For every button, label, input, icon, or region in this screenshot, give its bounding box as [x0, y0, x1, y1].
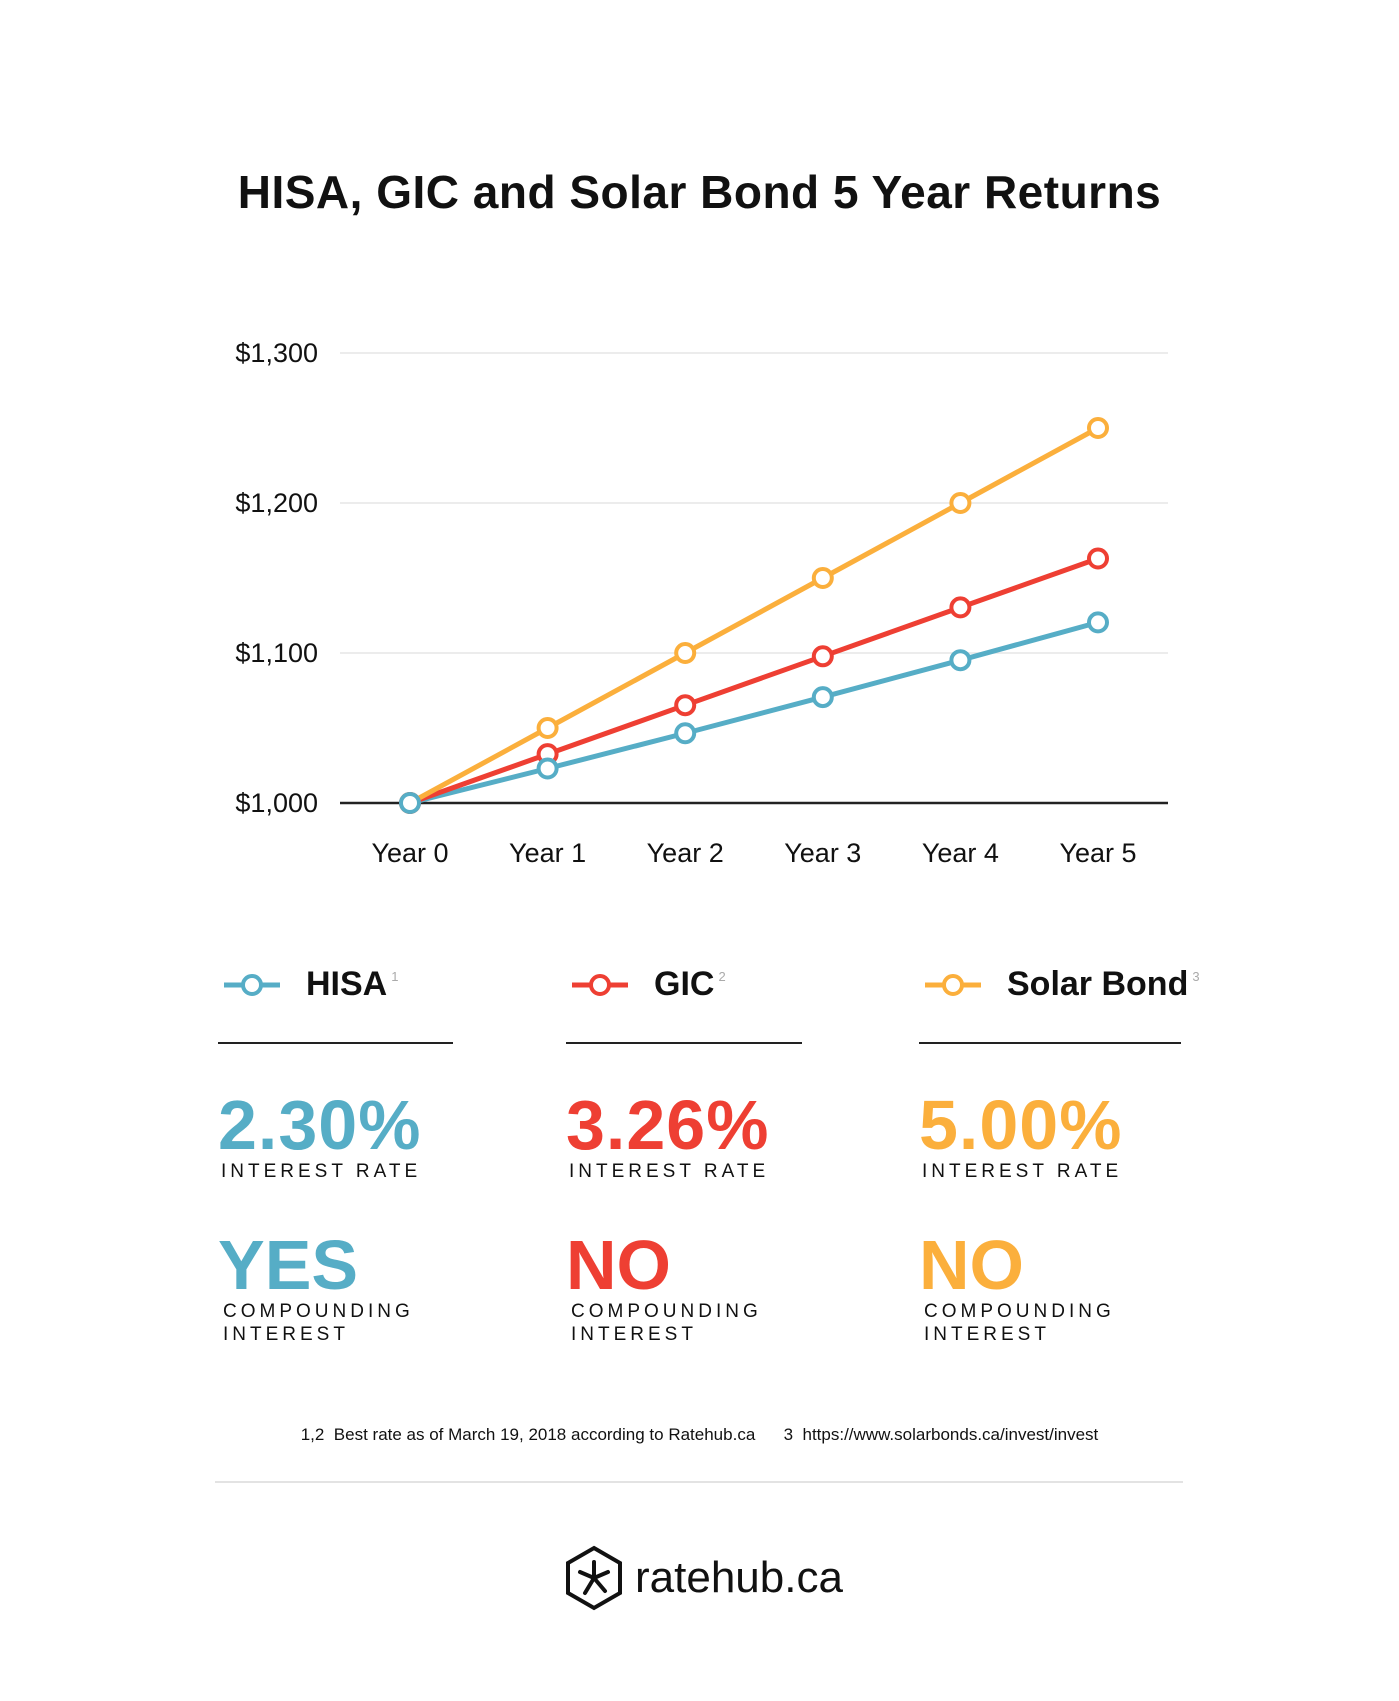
data-point-solar-bond	[1087, 417, 1109, 439]
legend-marker-icon	[572, 973, 628, 996]
compounding-value: NO	[566, 1226, 671, 1304]
y-tick-label: $1,300	[235, 338, 318, 368]
interest-rate-label: INTEREST RATE	[569, 1161, 770, 1182]
data-point-gic	[949, 596, 972, 619]
data-point-solar-bond	[811, 567, 834, 589]
y-tick-label: $1,200	[235, 488, 318, 518]
legend-item: GIC 2	[570, 965, 726, 1004]
compounding-label: COMPOUNDING	[571, 1301, 762, 1322]
legend-marker-icon	[224, 973, 280, 996]
data-point-hisa	[1087, 611, 1109, 634]
legend-label: Solar Bond	[1007, 965, 1189, 1003]
x-tick-label: Year 0	[371, 838, 448, 868]
footnote: 1,2 Best rate as of March 19, 2018 accor…	[300, 1425, 1099, 1444]
data-point-hisa	[949, 649, 972, 672]
compounding-label: INTEREST	[924, 1324, 1050, 1345]
x-tick-label: Year 3	[784, 838, 861, 868]
legend-label: GIC	[654, 965, 715, 1003]
data-point-solar-bond	[536, 717, 559, 739]
data-point-gic	[674, 694, 697, 717]
series-line-gic	[409, 556, 1099, 806]
legend-item: HISA 1	[222, 965, 398, 1004]
compounding-label: INTEREST	[571, 1324, 697, 1345]
compounding-label: INTEREST	[223, 1324, 349, 1345]
interest-rate-label: INTEREST RATE	[922, 1161, 1123, 1182]
footnote-marker: 3	[1192, 969, 1200, 984]
hexagon-asterisk-icon	[566, 1545, 622, 1611]
data-point-hisa	[399, 792, 421, 814]
series-line-solar-bond	[408, 425, 1100, 806]
divider	[919, 1042, 1181, 1044]
data-point-solar-bond	[949, 492, 972, 514]
interest-rate-label: INTEREST RATE	[221, 1161, 422, 1182]
data-point-gic	[1087, 547, 1109, 570]
divider	[215, 1481, 1183, 1483]
legend-label: HISA	[306, 965, 388, 1003]
ratehub-logo[interactable]: ratehub.ca	[565, 1545, 843, 1611]
x-tick-label: Year 2	[647, 838, 724, 868]
footnote-marker: 1	[391, 969, 399, 984]
y-tick-label: $1,000	[235, 788, 318, 818]
y-tick-label: $1,100	[235, 638, 318, 668]
interest-rate-value: 2.30%	[218, 1086, 422, 1164]
data-point-gic	[811, 645, 834, 668]
data-point-hisa	[811, 686, 834, 709]
x-tick-label: Year 4	[922, 838, 999, 868]
line-chart: $1,000 $1,100 $1,200 $1,300 Year 0 Year 1 Year…	[235, 338, 1168, 868]
chart-title: HISA, GIC and Solar Bond 5 Year Returns	[237, 166, 1162, 218]
x-tick-label: Year 1	[509, 838, 586, 868]
legend-marker-icon	[925, 973, 981, 996]
footnote-marker: 2	[718, 969, 726, 984]
interest-rate-value: 5.00%	[919, 1086, 1123, 1164]
compounding-value: NO	[919, 1226, 1024, 1304]
data-point-hisa	[674, 722, 697, 745]
compounding-label: COMPOUNDING	[223, 1301, 414, 1322]
legend-item: Solar Bond 3	[923, 965, 1200, 1004]
logo-text: ratehub.ca	[635, 1553, 843, 1602]
compounding-value: YES	[218, 1226, 359, 1304]
data-point-solar-bond	[674, 642, 697, 664]
interest-rate-value: 3.26%	[566, 1086, 770, 1164]
series-line-hisa	[409, 619, 1099, 806]
data-point-hisa	[536, 757, 559, 780]
compounding-label: COMPOUNDING	[924, 1301, 1115, 1322]
x-tick-label: Year 5	[1059, 838, 1136, 868]
divider	[218, 1042, 453, 1044]
divider	[566, 1042, 802, 1044]
